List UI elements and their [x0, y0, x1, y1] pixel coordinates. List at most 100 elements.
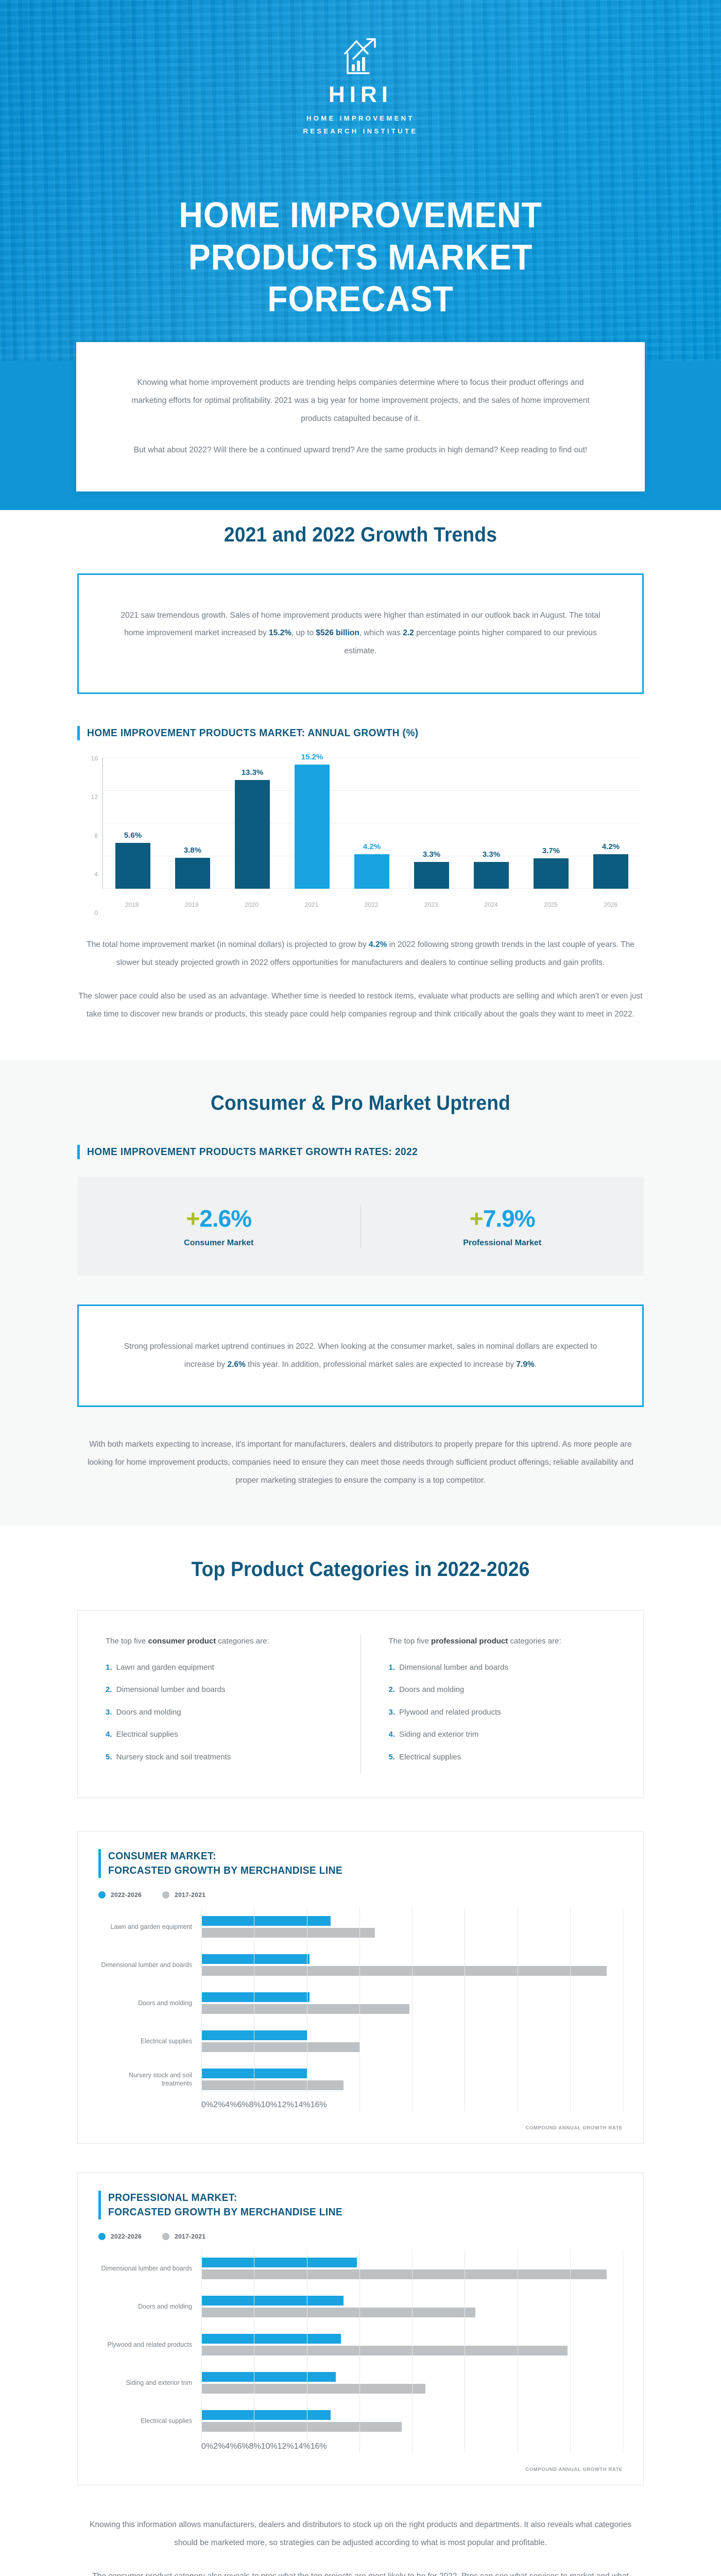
market-growth-stat-boxes: +2.6% Consumer Market +7.9% Professional… — [77, 1176, 644, 1276]
legend-item-2022-2026: 2022-2026 — [98, 2233, 142, 2241]
bar — [201, 1954, 310, 1964]
professional-lead-pre: The top five — [388, 1637, 432, 1646]
professional-market-chart-card: PROFESSIONAL MARKET: FORCASTED GROWTH BY… — [77, 2173, 644, 2486]
bar — [115, 843, 150, 889]
bar-value-label: 4.2% — [602, 842, 620, 852]
stat-professional-caption: Professional Market — [463, 1238, 542, 1247]
bar — [201, 1966, 607, 1976]
list-item-label: Doors and molding — [114, 1707, 181, 1717]
legend-dot-icon — [162, 1891, 170, 1899]
bar-track — [201, 1984, 623, 2022]
bar-column: 15.2% — [282, 753, 342, 889]
consumer-chart-legend: 2022-2026 2017-2021 — [78, 1878, 643, 1901]
callout-post: percentage points higher compared to our… — [344, 629, 597, 656]
consumer-categories-column: The top five consumer product categories… — [78, 1634, 360, 1774]
categories-closing-paragraph-1: Knowing this information allows manufact… — [90, 2520, 631, 2548]
top-categories-card: The top five consumer product categories… — [77, 1610, 644, 1799]
bar — [201, 2258, 357, 2268]
uptrend-callout-box: Strong professional market uptrend conti… — [77, 1304, 644, 1408]
bar-column: 3.3% — [402, 758, 461, 889]
growth-p1-highlight: 4.2% — [369, 940, 387, 950]
intro-card: Knowing what home improvement products a… — [76, 342, 645, 492]
section-title-categories: Top Product Categories in 2022-2026 — [191, 1558, 530, 1581]
bar-value-label: 3.3% — [482, 850, 501, 859]
x-axis-tick-label: 14% — [294, 2442, 311, 2451]
annual-growth-bar-chart: 5.6% 3.8% 13.3% 15.2% 4.2% 3.3% 3.3% 3.7% 4.2% 0 4… — [77, 753, 644, 917]
uptrend-callout-mid: this year. In addition, professional mar… — [245, 1360, 517, 1369]
x-axis-tick-label: 10% — [261, 2100, 278, 2110]
list-item: 3. Plywood and related products — [389, 1707, 616, 1719]
list-item-number: 3. — [388, 1707, 396, 1717]
logo-subtitle-line2: RESEARCH INSTITUTE — [303, 127, 418, 135]
list-item-label: Lawn and garden equipment — [114, 1663, 214, 1672]
list-item-label: Dimensional lumber and boards — [397, 1663, 508, 1672]
bar-track — [201, 2326, 623, 2364]
bar-track — [201, 2249, 623, 2287]
list-item-number: 4. — [106, 1730, 112, 1739]
list-item-number: 1. — [106, 1663, 112, 1672]
blue-accent-rule — [98, 2191, 101, 2220]
x-axis-tick-label: 2% — [213, 2100, 226, 2110]
bar-value-label: 3.3% — [422, 850, 441, 859]
bar — [201, 2346, 568, 2356]
gridline — [103, 790, 641, 791]
consumer-chart-heading: CONSUMER MARKET: FORCASTED GROWTH BY MER… — [78, 1832, 643, 1878]
x-axis-tick-label: 6% — [237, 2100, 249, 2110]
intro-paragraph-2: But what about 2022? Will there be a con… — [133, 445, 588, 454]
x-axis-tick-label: 4% — [225, 2442, 237, 2451]
y-axis-tick-label: 4 — [94, 871, 98, 878]
chart-row: Electrical supplies — [98, 2022, 623, 2060]
professional-categories-lead: The top five professional product catego… — [389, 1634, 616, 1649]
bar — [354, 854, 389, 889]
growth-paragraph-2: The slower pace could also be used as an… — [78, 991, 643, 1019]
x-axis-tick-label: 8% — [249, 2100, 261, 2110]
bar-track — [201, 2364, 623, 2402]
bar — [175, 857, 210, 889]
x-axis-tick-label: 10% — [261, 2442, 278, 2451]
bar — [201, 1916, 331, 1926]
professional-chart-axis-title: COMPOUND ANNUAL GROWTH RATE — [525, 2467, 623, 2473]
category-label: Lawn and garden equipment — [110, 1923, 192, 1931]
list-item-number: 5. — [388, 1752, 396, 1761]
x-axis-tick-label: 0% — [201, 2100, 214, 2110]
list-item: 1. Dimensional lumber and boards — [389, 1662, 616, 1674]
uptrend-highlight-1: 2.6% — [227, 1360, 246, 1369]
x-axis-tick-label: 2023 — [424, 901, 438, 909]
bar-track — [201, 1946, 623, 1984]
x-axis-tick-label: 2026 — [604, 901, 618, 909]
stat-consumer-market: +2.6% Consumer Market — [77, 1205, 360, 1248]
y-axis-tick-label: 0 — [94, 909, 98, 917]
bar — [201, 2410, 331, 2420]
logo-subtitle-line1: HOME IMPROVEMENT — [306, 114, 415, 122]
bar-column: 3.3% — [461, 758, 521, 889]
y-axis-tick-label: 12 — [91, 793, 98, 801]
chart-title-annual-growth: HOME IMPROVEMENT PRODUCTS MARKET: ANNUAL… — [87, 727, 419, 739]
chart-title-professional: PROFESSIONAL MARKET: FORCASTED GROWTH BY… — [108, 2191, 342, 2219]
list-item: 5. Nursery stock and soil treatments — [106, 1752, 333, 1764]
professional-market-bar-chart: Dimensional lumber and boards Doors and m… — [78, 2242, 643, 2459]
section-title-growth: 2021 and 2022 Growth Trends — [224, 523, 497, 546]
intro-band: Knowing what home improvement products a… — [0, 342, 721, 510]
category-label: Doors and molding — [138, 2303, 192, 2311]
list-item-number: 4. — [388, 1730, 396, 1739]
y-axis-tick-label: 16 — [91, 755, 98, 762]
x-axis-tick-label: 0% — [201, 2442, 214, 2451]
category-label: Dimensional lumber and boards — [101, 2265, 192, 2273]
bar — [201, 1992, 310, 2003]
callout-pre: 2021 saw tremendous growth. Sales of hom… — [121, 611, 600, 638]
legend-item-2017-2021: 2017-2021 — [162, 1891, 205, 1899]
bar — [474, 861, 509, 889]
legend-label-2022-2026: 2022-2026 — [111, 2233, 142, 2241]
uptrend-callout-post: . — [534, 1360, 537, 1369]
bar-track — [201, 2060, 623, 2098]
callout-mid-1: , up to — [291, 629, 316, 638]
bar-track — [201, 1908, 623, 1946]
bar — [201, 2269, 607, 2280]
logo-subtitle: HOME IMPROVEMENT RESEARCH INSTITUTE — [303, 112, 418, 138]
x-axis: 0%2%4%6%8%10%12%14%16% — [201, 2442, 623, 2453]
category-label: Dimensional lumber and boards — [101, 1961, 192, 1969]
stat-consumer-number: 2.6% — [199, 1205, 252, 1232]
chart-row: Dimensional lumber and boards — [98, 2249, 623, 2287]
consumer-categories-lead: The top five consumer product categories… — [106, 1634, 333, 1649]
